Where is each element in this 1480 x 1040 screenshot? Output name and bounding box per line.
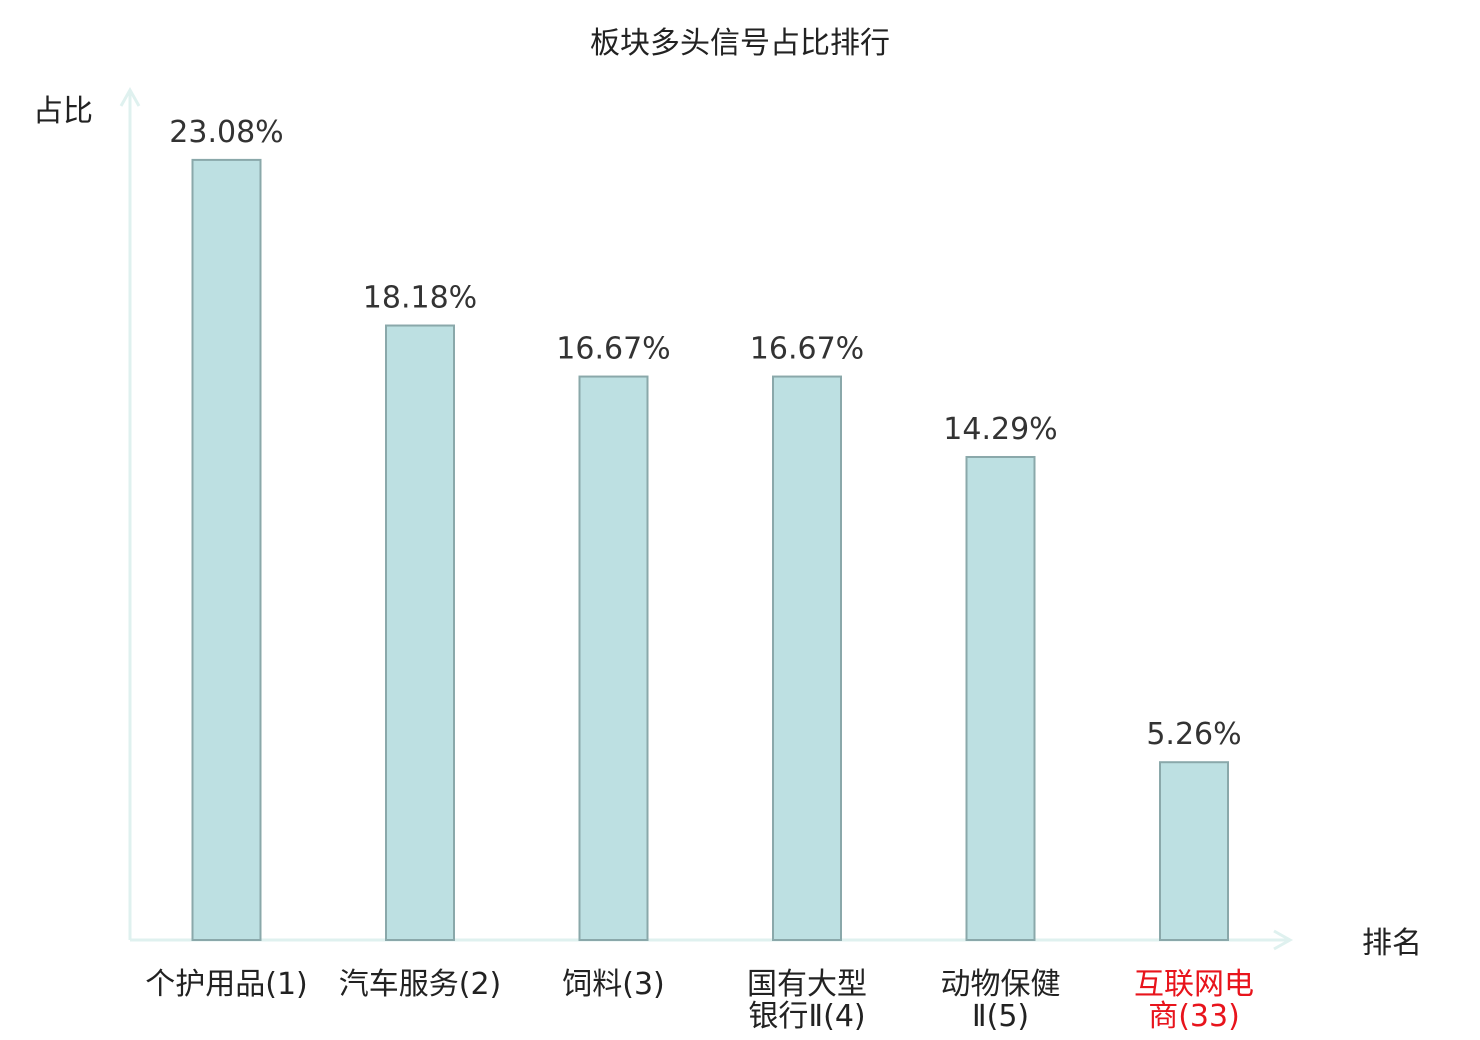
y-axis-title: 占比: [33, 94, 93, 129]
value-labels-group: 23.08% 18.18% 16.67% 16.67% 14.29% 5.26%: [169, 115, 1241, 752]
x-axis-arrow: [1273, 929, 1294, 951]
value-label: 18.18%: [363, 281, 477, 316]
category-label: 汽车服务(2): [339, 967, 502, 1002]
category-label: 动物保健: [941, 967, 1061, 1002]
category-label: Ⅱ(5): [972, 999, 1029, 1034]
value-label: 5.26%: [1146, 717, 1241, 752]
value-label: 14.29%: [943, 412, 1057, 447]
category-label: 国有大型: [747, 967, 867, 1002]
category-label: 个护用品(1): [145, 967, 308, 1002]
category-label: 饲料(3): [562, 967, 665, 1002]
y-axis-arrow: [119, 86, 141, 107]
axes: [119, 86, 1294, 951]
bar: [191, 158, 262, 941]
bar: [385, 324, 455, 941]
bar: [965, 455, 1036, 941]
category-label: 银行Ⅱ(4): [748, 999, 865, 1034]
bar: [772, 375, 842, 941]
bar: [1159, 761, 1229, 941]
value-label: 23.08%: [169, 115, 283, 150]
category-label: 商(33): [1148, 999, 1240, 1034]
chart-title: 板块多头信号占比排行: [590, 26, 890, 61]
x-axis-title: 排名: [1362, 926, 1422, 961]
value-label: 16.67%: [750, 332, 864, 367]
value-label: 16.67%: [556, 332, 670, 367]
bars-group: [191, 158, 1229, 941]
category-label: 互联网电: [1134, 967, 1254, 1002]
bar: [578, 375, 649, 941]
